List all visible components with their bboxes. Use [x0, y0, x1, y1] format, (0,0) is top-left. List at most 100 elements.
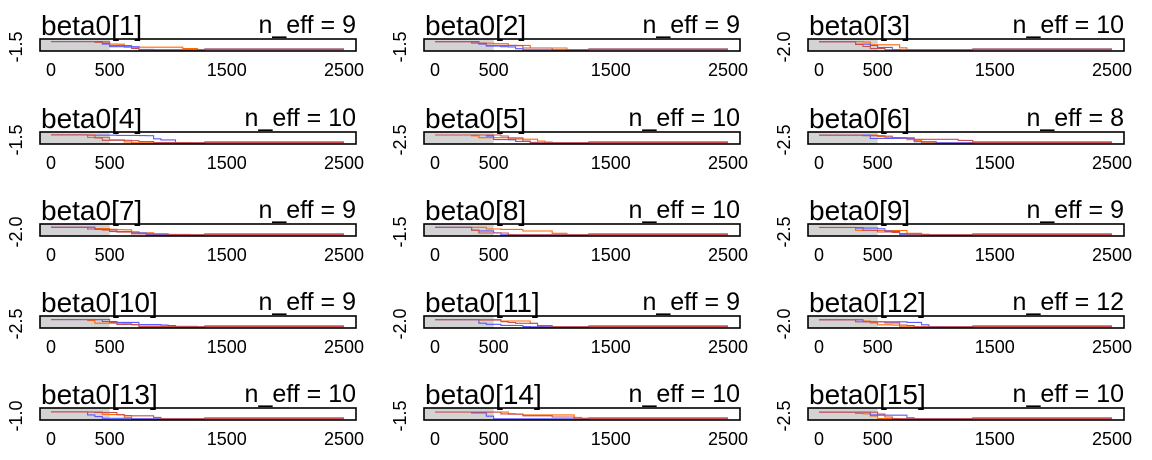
x-tick-label: 0: [430, 245, 440, 265]
x-tick-label: 500: [863, 337, 893, 357]
panel-title: beta0[1]: [41, 10, 142, 41]
plot-frame: [807, 38, 1125, 52]
panel-title: beta0[14]: [425, 379, 542, 410]
plot-frame: [39, 315, 357, 329]
x-tick-label: 1500: [975, 337, 1015, 357]
panel-title: beta0[10]: [41, 287, 158, 318]
panel-title: beta0[7]: [41, 195, 142, 226]
trace-panel: beta0[13] n_eff = 10 -1.0 0 500 1500 2500: [6, 379, 364, 449]
x-tick-label: 500: [95, 337, 125, 357]
x-tick-label: 2500: [324, 60, 364, 80]
plot-frame: [807, 315, 1125, 329]
x-tick-label: 1500: [207, 60, 247, 80]
chain-3-trace: [51, 319, 344, 328]
panel-title: beta0[13]: [41, 379, 158, 410]
plot-frame: [423, 407, 741, 421]
y-tick-label: -2.5: [390, 124, 410, 155]
x-tick-label: 2500: [1092, 245, 1132, 265]
panel-title: beta0[4]: [41, 103, 142, 134]
x-tick-label: 1500: [207, 337, 247, 357]
warmup-region: [424, 408, 494, 420]
n-eff-label: n_eff = 10: [245, 104, 356, 132]
plot-frame: [423, 38, 741, 52]
trace-panel: beta0[6] n_eff = 8 -2.5 0 500 1500 2500: [774, 103, 1132, 173]
trace-panel: beta0[4] n_eff = 10 -1.5 0 500 1500 2500: [6, 103, 364, 173]
plot-frame: [423, 131, 741, 145]
chain-3-trace: [51, 411, 344, 420]
plot-frame: [39, 38, 357, 52]
x-tick-label: 2500: [708, 337, 748, 357]
panel-title: beta0[3]: [809, 10, 910, 41]
n-eff-label: n_eff = 9: [642, 288, 740, 316]
x-tick-label: 1500: [591, 60, 631, 80]
panel-title: beta0[15]: [809, 379, 926, 410]
x-tick-label: 1500: [207, 245, 247, 265]
chain-3-trace: [819, 226, 1112, 236]
panel-title: beta0[8]: [425, 195, 526, 226]
x-tick-label: 500: [95, 153, 125, 173]
x-tick-label: 1500: [975, 429, 1015, 449]
x-tick-label: 1500: [975, 153, 1015, 173]
chain-3-trace: [435, 319, 728, 328]
n-eff-label: n_eff = 10: [629, 196, 740, 224]
warmup-region: [808, 316, 878, 328]
warmup-region: [424, 316, 494, 328]
x-tick-label: 0: [46, 153, 56, 173]
x-tick-label: 1500: [591, 337, 631, 357]
y-tick-label: -1.5: [6, 124, 26, 155]
x-tick-label: 1500: [207, 429, 247, 449]
x-tick-label: 500: [863, 245, 893, 265]
x-tick-label: 1500: [975, 245, 1015, 265]
x-tick-label: 500: [479, 60, 509, 80]
plot-frame: [423, 315, 741, 329]
x-tick-label: 0: [814, 337, 824, 357]
x-tick-label: 0: [430, 153, 440, 173]
panel-title: beta0[9]: [809, 195, 910, 226]
trace-panel: beta0[1] n_eff = 9 -1.5 0 500 1500 2500: [6, 10, 364, 80]
x-tick-label: 1500: [975, 60, 1015, 80]
y-tick-label: -2.0: [390, 308, 410, 339]
plot-frame: [39, 223, 357, 237]
x-tick-label: 2500: [324, 153, 364, 173]
x-tick-label: 2500: [708, 153, 748, 173]
x-tick-label: 2500: [324, 245, 364, 265]
n-eff-label: n_eff = 9: [258, 288, 356, 316]
x-tick-label: 1500: [591, 153, 631, 173]
n-eff-label: n_eff = 9: [258, 11, 356, 39]
chain-3-trace: [435, 411, 728, 420]
x-tick-label: 2500: [324, 429, 364, 449]
warmup-region: [40, 408, 110, 420]
x-tick-label: 1500: [591, 245, 631, 265]
y-tick-label: -2.0: [774, 31, 794, 62]
x-tick-label: 2500: [1092, 153, 1132, 173]
x-tick-label: 0: [430, 337, 440, 357]
n-eff-label: n_eff = 10: [629, 104, 740, 132]
y-tick-label: -1.5: [390, 400, 410, 431]
x-tick-label: 500: [95, 429, 125, 449]
y-tick-label: -1.5: [6, 31, 26, 62]
x-tick-label: 0: [46, 337, 56, 357]
chain-3-trace: [435, 41, 728, 51]
y-tick-label: -1.5: [390, 31, 410, 62]
x-tick-label: 2500: [1092, 60, 1132, 80]
x-tick-label: 0: [814, 429, 824, 449]
chain-3-trace: [51, 226, 344, 236]
n-eff-label: n_eff = 9: [258, 196, 356, 224]
plot-frame: [807, 131, 1125, 145]
plot-frame: [807, 407, 1125, 421]
x-tick-label: 500: [479, 153, 509, 173]
x-tick-label: 0: [814, 60, 824, 80]
y-tick-label: -2.5: [774, 216, 794, 247]
x-tick-label: 0: [46, 245, 56, 265]
panel-title: beta0[6]: [809, 103, 910, 134]
panel-title: beta0[11]: [425, 287, 540, 318]
trace-panel: beta0[9] n_eff = 9 -2.5 0 500 1500 2500: [774, 195, 1132, 265]
trace-panel: beta0[12] n_eff = 12 -2.0 0 500 1500 2500: [774, 287, 1132, 357]
chain-3-trace: [819, 41, 1112, 51]
x-tick-label: 1500: [591, 429, 631, 449]
chain-3-trace: [51, 134, 344, 144]
x-tick-label: 0: [430, 429, 440, 449]
y-tick-label: -1.0: [6, 400, 26, 431]
plot-frame: [39, 407, 357, 421]
